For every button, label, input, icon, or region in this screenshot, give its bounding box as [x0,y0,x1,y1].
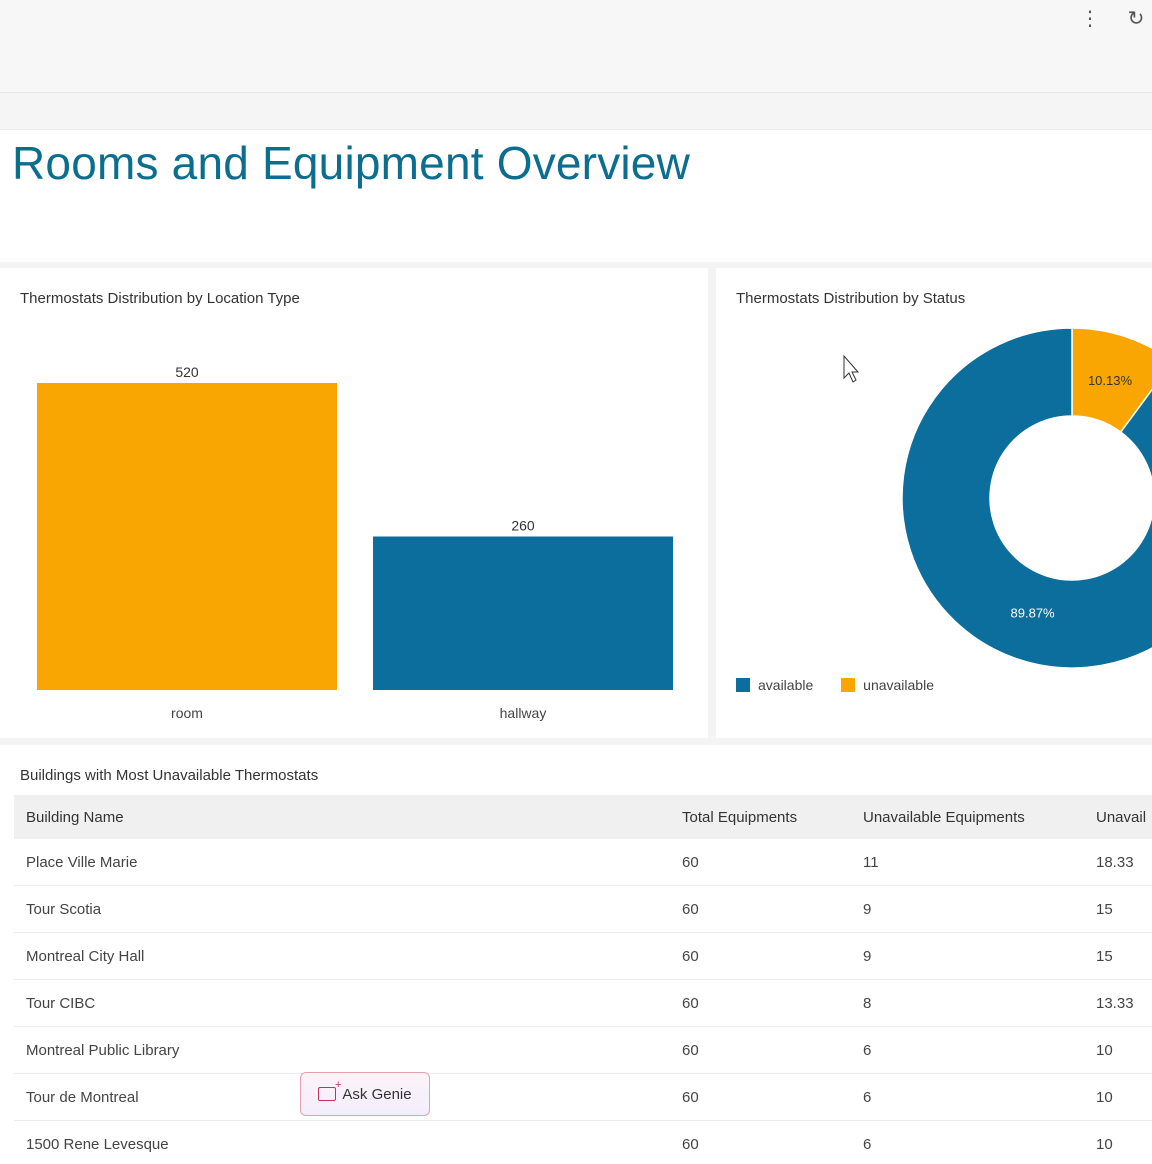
refresh-icon[interactable]: ↻ [1127,8,1145,30]
more-vertical-icon[interactable]: ⋮ [1080,8,1100,30]
cell-total-equipments: 60 [670,1120,851,1164]
donut-data-label: 10.13% [1088,373,1133,388]
column-header-unavailable-equipments[interactable]: Unavailable Equipments [851,795,1084,839]
cell-unavailable-pct: 10 [1084,1120,1152,1164]
toolbar-strip [0,93,1152,130]
cell-total-equipments: 60 [670,885,851,933]
app-header: ⋮ ↻ [0,0,1152,93]
bar-data-label: 520 [175,364,199,380]
mouse-cursor-icon [843,354,860,383]
legend-label: available [758,677,814,693]
cell-unavailable-pct: 18.33 [1084,839,1152,886]
bar-chart: 520 room 260 hallway [37,364,673,721]
cell-unavailable-equipments: 9 [851,932,1084,980]
bar-room[interactable] [37,383,337,690]
donut-chart-card: Thermostats Distribution by Status 10.13… [716,268,1152,738]
cell-unavailable-equipments: 6 [851,1026,1084,1074]
genie-sparkle-icon [318,1079,341,1101]
bar-hallway[interactable] [373,536,673,691]
cell-building-name: Tour CIBC [14,979,670,1027]
bar-chart-title: Thermostats Distribution by Location Typ… [20,290,300,307]
buildings-table: Building Name Total Equipments Unavailab… [14,795,1152,1164]
column-header-unavailable-pct[interactable]: Unavail [1084,795,1152,839]
table-title: Buildings with Most Unavailable Thermost… [20,767,319,784]
legend-item-unavailable[interactable]: unavailable [841,677,934,693]
column-header-building-name[interactable]: Building Name [14,795,670,839]
table-row[interactable]: Montreal City Hall 60 9 15 [14,932,1152,980]
bar-chart-card: Thermostats Distribution by Location Typ… [0,268,708,738]
cell-total-equipments: 60 [670,979,851,1027]
cell-unavailable-equipments: 11 [851,839,1084,886]
table-row[interactable]: Tour CIBC 60 8 13.33 [14,979,1152,1027]
donut-data-label: 89.87% [1011,606,1056,621]
table-row[interactable]: Place Ville Marie 60 11 18.33 [14,839,1152,886]
donut-legend: available unavailable [736,677,958,695]
table-row[interactable]: Montreal Public Library 60 6 10 [14,1026,1152,1074]
bar-category-label: room [171,705,203,721]
ask-genie-label: Ask Genie [342,1085,412,1103]
donut-slice-unavailable[interactable] [1071,327,1152,434]
cell-unavailable-pct: 15 [1084,932,1152,980]
legend-swatch-available [736,678,750,692]
bar-data-label: 260 [511,518,535,534]
cell-building-name: Montreal City Hall [14,932,670,980]
cell-building-name: Tour Scotia [14,885,670,933]
cell-building-name: Montreal Public Library [14,1026,670,1074]
ask-genie-button[interactable]: Ask Genie [300,1072,430,1116]
cell-unavailable-pct: 10 [1084,1026,1152,1074]
cell-building-name: Place Ville Marie [14,839,670,886]
cell-unavailable-equipments: 8 [851,979,1084,1027]
page-title: Rooms and Equipment Overview [12,137,691,189]
legend-item-available[interactable]: available [736,677,813,693]
table-header-row: Building Name Total Equipments Unavailab… [14,795,1152,839]
cell-total-equipments: 60 [670,932,851,980]
buildings-table-card: Buildings with Most Unavailable Thermost… [0,745,1152,1164]
cell-unavailable-equipments: 9 [851,885,1084,933]
cell-total-equipments: 60 [670,1073,851,1121]
cell-total-equipments: 60 [670,839,851,886]
column-header-total-equipments[interactable]: Total Equipments [670,795,851,839]
cell-building-name: 1500 Rene Levesque [14,1120,670,1164]
table-row[interactable]: Tour de Montreal 60 6 10 [14,1073,1152,1121]
cell-unavailable-pct: 15 [1084,885,1152,933]
cell-unavailable-equipments: 6 [851,1120,1084,1164]
donut-chart-title: Thermostats Distribution by Status [736,290,966,307]
donut-slice-available[interactable] [901,327,1152,669]
table-row[interactable]: 1500 Rene Levesque 60 6 10 [14,1120,1152,1164]
bar-category-label: hallway [500,705,547,721]
cell-unavailable-equipments: 6 [851,1073,1084,1121]
legend-swatch-unavailable [841,678,856,692]
cell-unavailable-pct: 13.33 [1084,979,1152,1027]
legend-label: unavailable [863,677,934,693]
cell-unavailable-pct: 10 [1084,1073,1152,1121]
table-row[interactable]: Tour Scotia 60 9 15 [14,885,1152,933]
donut-chart: 10.13% 89.87% [843,327,1152,669]
cell-total-equipments: 60 [670,1026,851,1074]
